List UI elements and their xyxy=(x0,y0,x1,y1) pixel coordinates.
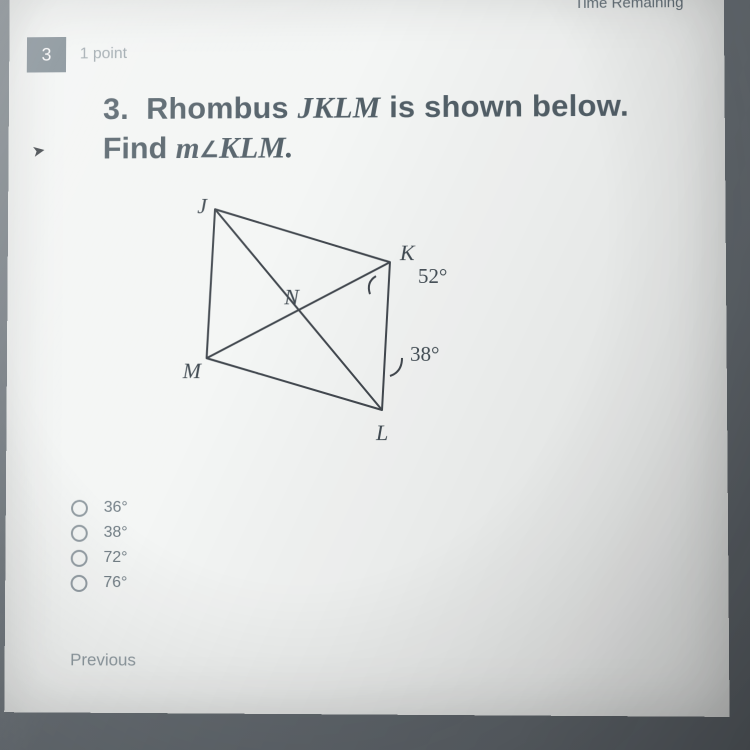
option-0[interactable]: 36° xyxy=(71,499,128,517)
vertex-label-K: K xyxy=(400,240,415,266)
option-label: 38° xyxy=(104,524,128,542)
rhombus-svg xyxy=(155,190,495,450)
radio-icon[interactable] xyxy=(71,549,88,566)
points-label: 1 point xyxy=(80,45,127,63)
stem-line-2: Find m∠KLM. xyxy=(103,127,695,166)
radio-icon[interactable] xyxy=(71,499,88,516)
question-tab: 3 1 point xyxy=(27,36,127,72)
option-3[interactable]: 76° xyxy=(71,574,128,592)
photo-frame: Time Remaining 3 1 point ➤ 3. Rhombus JK… xyxy=(0,0,750,750)
vertex-label-L: L xyxy=(376,420,388,446)
stem-m: m xyxy=(176,130,200,165)
vertex-label-M: M xyxy=(183,358,201,384)
time-remaining-label: Time Remaining xyxy=(575,0,684,12)
angle-icon: ∠ xyxy=(200,137,220,162)
question-stem: 3. Rhombus JKLM is shown below. Find m∠K… xyxy=(103,87,695,166)
option-label: 72° xyxy=(103,549,127,567)
stem-t1b: is shown below. xyxy=(380,88,629,124)
option-label: 76° xyxy=(103,574,127,592)
stem-t1: Rhombus xyxy=(146,90,297,126)
question-number-badge: 3 xyxy=(27,37,66,73)
center-label-N: N xyxy=(284,284,299,310)
angle-38: 38° xyxy=(410,342,440,367)
answer-options: 36° 38° 72° 76° xyxy=(70,492,127,599)
stem-klm: KLM. xyxy=(219,130,293,165)
option-2[interactable]: 72° xyxy=(71,549,128,567)
rhombus-figure: J K L M N 52° 38° xyxy=(155,190,495,450)
angle-52: 52° xyxy=(418,264,447,289)
option-label: 36° xyxy=(104,499,128,517)
header: Time Remaining xyxy=(575,0,684,12)
quiz-screen: Time Remaining 3 1 point ➤ 3. Rhombus JK… xyxy=(4,0,729,717)
radio-icon[interactable] xyxy=(71,574,88,591)
stem-number: 3. xyxy=(103,91,129,126)
radio-icon[interactable] xyxy=(71,524,88,541)
mouse-cursor-icon: ➤ xyxy=(31,140,47,162)
stem-line-1: 3. Rhombus JKLM is shown below. xyxy=(103,87,695,127)
stem-jklm: JKLM xyxy=(298,90,381,125)
vertex-label-J: J xyxy=(197,193,207,219)
previous-button[interactable]: Previous xyxy=(70,650,136,670)
option-1[interactable]: 38° xyxy=(71,524,128,542)
stem-find: Find xyxy=(103,130,176,165)
